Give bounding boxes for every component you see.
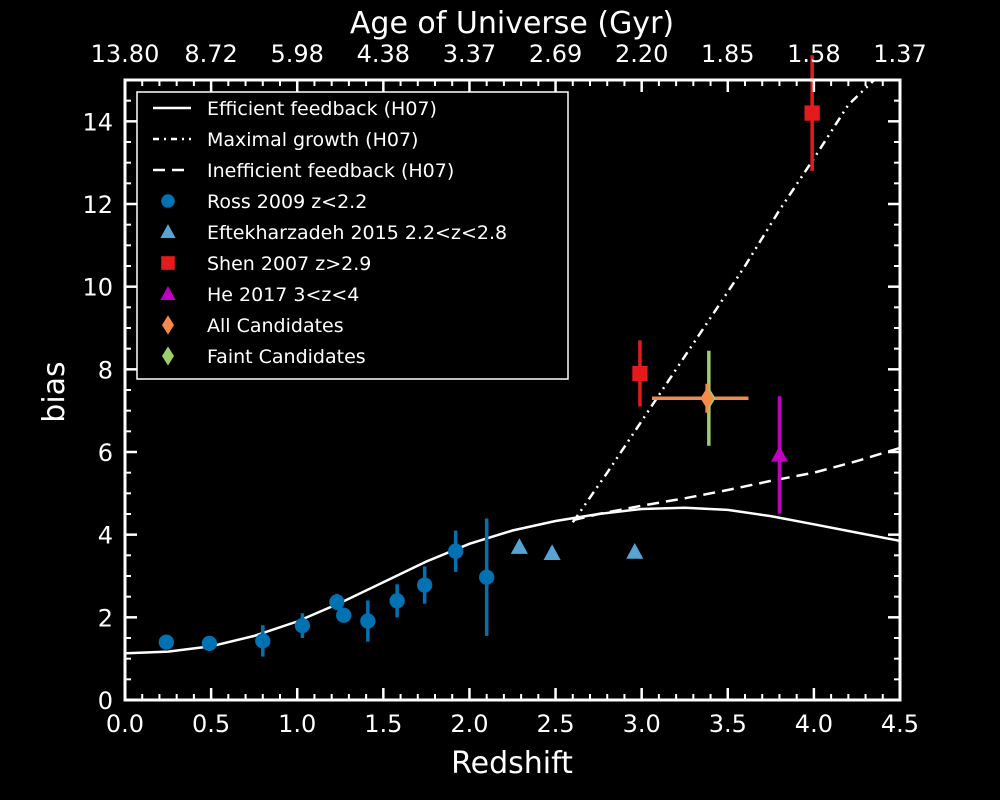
x-axis-title: Redshift bbox=[451, 746, 573, 781]
top-tick-label-2: 5.98 bbox=[271, 40, 324, 68]
point-s2-p0 bbox=[632, 365, 648, 382]
x-tick-label-5: 2.5 bbox=[536, 710, 574, 738]
point-s0-p8 bbox=[417, 577, 433, 593]
legend-label-series-0: Ross 2009 z<2.2 bbox=[207, 191, 367, 213]
x-tick-label-4: 2.0 bbox=[450, 710, 488, 738]
legend-label-series-2: Shen 2007 z>2.9 bbox=[207, 253, 371, 275]
y-tick-label-6: 12 bbox=[82, 191, 113, 219]
point-s0-p3 bbox=[294, 617, 311, 634]
model-lines bbox=[125, 80, 900, 655]
data-points bbox=[158, 55, 820, 657]
legend-label-line-2: Inefficient feedback (H07) bbox=[207, 160, 454, 182]
top-tick-label-6: 2.20 bbox=[615, 40, 668, 68]
legend-marker-1 bbox=[160, 224, 176, 238]
x-tick-label-6: 3.0 bbox=[623, 710, 661, 738]
x-tick-label-3: 1.5 bbox=[364, 710, 402, 738]
y-tick-label-7: 14 bbox=[82, 108, 113, 136]
top-tick-label-0: 13.80 bbox=[91, 40, 160, 68]
point-s0-p9 bbox=[448, 543, 464, 559]
y-tick-label-5: 10 bbox=[82, 274, 113, 302]
top-tick-label-7: 1.85 bbox=[701, 40, 754, 68]
legend-box bbox=[136, 91, 569, 380]
top-tick-label-4: 3.37 bbox=[443, 40, 496, 68]
y-tick-label-0: 0 bbox=[98, 687, 113, 715]
y-axis-title: bias bbox=[37, 361, 72, 422]
x-tick-label-8: 4.0 bbox=[795, 710, 833, 738]
x-tick-label-1: 0.5 bbox=[192, 710, 230, 738]
point-s1-p0 bbox=[510, 538, 528, 554]
top-axis-title: Age of Universe (Gyr) bbox=[350, 6, 674, 41]
y-tick-label-3: 6 bbox=[98, 439, 113, 467]
legend-marker-5 bbox=[162, 346, 174, 366]
point-s0-p6 bbox=[360, 613, 376, 629]
point-s0-p7 bbox=[389, 593, 405, 609]
point-s0-p0 bbox=[158, 634, 174, 650]
point-s1-p2 bbox=[626, 543, 644, 559]
model-line-1 bbox=[571, 80, 876, 524]
top-tick-label-1: 8.72 bbox=[184, 40, 237, 68]
point-s1-p1 bbox=[543, 544, 561, 561]
top-tick-label-8: 1.58 bbox=[787, 40, 840, 68]
legend-label-line-0: Efficient feedback (H07) bbox=[207, 98, 437, 120]
y-tick-label-1: 2 bbox=[98, 604, 113, 632]
x-tick-label-2: 1.0 bbox=[278, 710, 316, 738]
legend-label-series-5: Faint Candidates bbox=[207, 346, 366, 368]
legend-marker-2 bbox=[161, 256, 175, 270]
point-s0-p5 bbox=[336, 607, 352, 623]
x-tick-label-9: 4.5 bbox=[881, 710, 919, 738]
point-s2-p1 bbox=[804, 105, 820, 121]
axes: 0.0 0.5 1.0 1.5 2.0 2.5 3.0 3.5 4.0 4.5 0 2 4 6 8 10 12 1… bbox=[82, 40, 926, 738]
point-s0-p1 bbox=[201, 635, 218, 652]
legend-marker-4 bbox=[162, 315, 174, 335]
legend-label-line-1: Maximal growth (H07) bbox=[207, 129, 418, 151]
y-tick-label-4: 8 bbox=[98, 356, 113, 384]
legend-label-series-4: All Candidates bbox=[207, 315, 344, 337]
top-tick-label-9: 1.37 bbox=[873, 40, 926, 68]
point-s0-p4 bbox=[329, 594, 345, 610]
legend-label-series-1: Eftekharzadeh 2015 2.2<z<2.8 bbox=[207, 222, 507, 244]
point-s0-p10 bbox=[479, 569, 495, 585]
legend-marker-3 bbox=[160, 286, 176, 300]
point-s0-p2 bbox=[255, 633, 271, 649]
legend-label-series-3: He 2017 3<z<4 bbox=[207, 284, 359, 306]
point-s3-p0 bbox=[770, 445, 788, 462]
y-tick-label-2: 4 bbox=[98, 522, 113, 550]
legend: Efficient feedback (H07) Maximal growth (… bbox=[136, 91, 569, 380]
x-tick-label-0: 0.0 bbox=[106, 710, 144, 738]
model-line-0 bbox=[125, 506, 900, 655]
model-line-2 bbox=[572, 446, 900, 522]
legend-marker-0 bbox=[161, 194, 175, 208]
top-tick-label-3: 4.38 bbox=[357, 40, 410, 68]
top-tick-label-5: 2.69 bbox=[529, 40, 582, 68]
x-tick-label-7: 3.5 bbox=[709, 710, 747, 738]
point-s4-p0 bbox=[700, 387, 714, 410]
